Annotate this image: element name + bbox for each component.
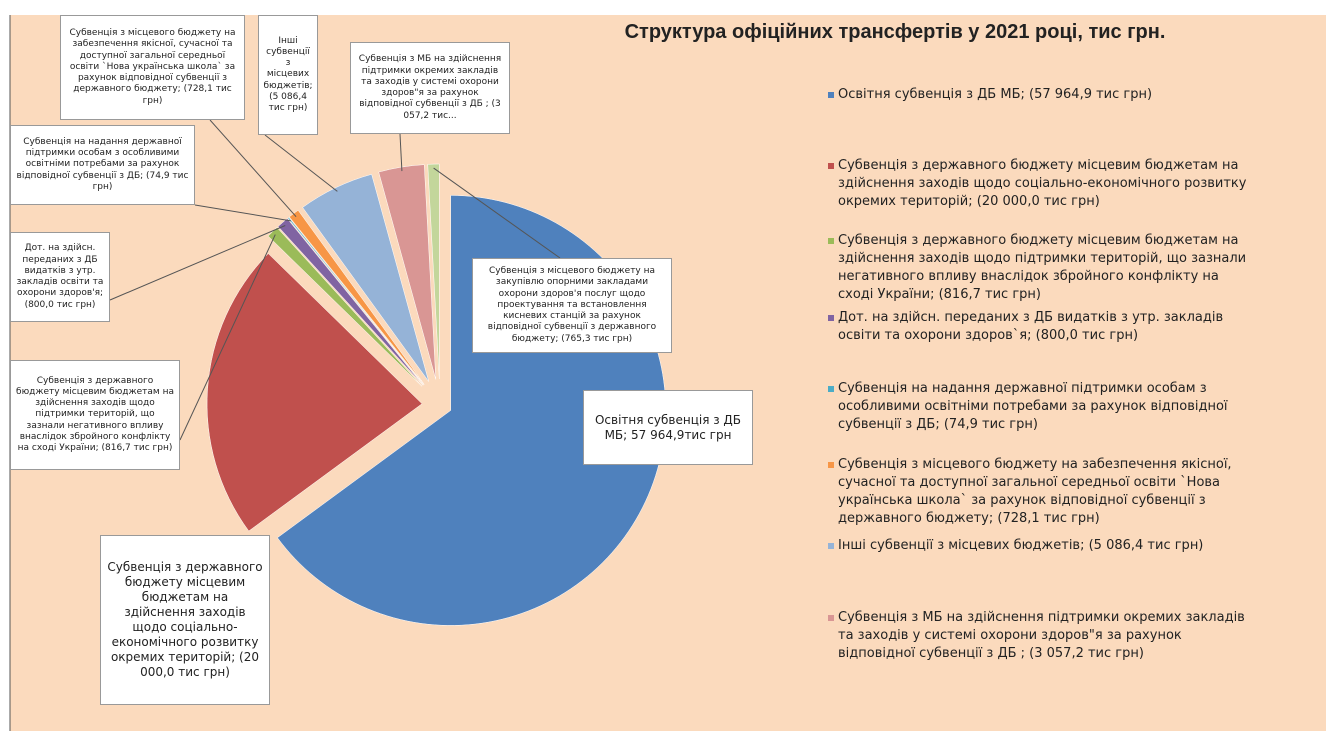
- pie-slice: [302, 173, 429, 382]
- legend-row: Субвенція з місцевого бюджету на забезпе…: [828, 456, 1248, 528]
- legend-entry: Освітня субвенція з ДБ МБ; (57 964,9 тис…: [828, 86, 1248, 104]
- legend-entry: Субвенція на надання державної підтримки…: [828, 380, 1248, 434]
- legend-row: Субвенція з МБ на здійснення підтримки о…: [828, 609, 1248, 663]
- labels: Освітня субвенція з ДБ МБ; 57 964,9тис г…: [10, 15, 753, 705]
- legend-swatch: [828, 315, 834, 321]
- legend-swatch: [828, 615, 834, 621]
- data-label-box: Дот. на здійсн. переданих з ДБ видатків …: [10, 232, 110, 322]
- pie-slice: [277, 218, 424, 386]
- pie-slice: [206, 253, 423, 532]
- legend-swatch: [828, 543, 834, 549]
- legend-swatch: [828, 462, 834, 468]
- leader-line: [399, 133, 403, 172]
- legend-swatch: [828, 163, 834, 169]
- legend-label: Субвенція з місцевого бюджету на забезпе…: [838, 457, 1232, 526]
- legend-row: Освітня субвенція з ДБ МБ; (57 964,9 тис…: [828, 86, 1248, 104]
- leader-line: [179, 234, 276, 441]
- leader-line: [433, 167, 561, 259]
- legend-entry: Субвенція з місцевого бюджету на забезпе…: [828, 456, 1248, 528]
- legend-label: Субвенція з державного бюджету місцевим …: [838, 158, 1247, 209]
- pie-slice: [287, 217, 424, 385]
- leader-line: [264, 134, 338, 192]
- pie-slice: [427, 163, 440, 380]
- legend-entry: Субвенція з МБ на здійснення підтримки о…: [828, 609, 1248, 663]
- data-label: Субвенція з місцевого бюджету на забезпе…: [60, 15, 245, 120]
- legend-entry: Дот. на здійсн. переданих з ДБ видатків …: [828, 309, 1248, 345]
- data-label-box: Субвенція з державного бюджету місцевим …: [10, 360, 180, 470]
- legend-swatch: [828, 92, 834, 98]
- legend-label: Дот. на здійсн. переданих з ДБ видатків …: [838, 310, 1224, 343]
- legend-swatch: [828, 386, 834, 392]
- data-label: Інші субвенції з місцевих бюджетів; (5 0…: [258, 15, 318, 135]
- data-label: Субвенція з державного бюджету місцевим …: [10, 360, 180, 470]
- pie-slice: [267, 227, 423, 387]
- leaders: [109, 119, 561, 441]
- data-label-box: Субвенція з місцевого бюджету на забезпе…: [60, 15, 245, 120]
- legend-row: Субвенція з державного бюджету місцевим …: [828, 232, 1248, 304]
- legend-row: Дот. на здійсн. переданих з ДБ видатків …: [828, 309, 1248, 345]
- legend-entry: Інші субвенції з місцевих бюджетів; (5 0…: [828, 537, 1248, 555]
- data-label-box: Інші субвенції з місцевих бюджетів; (5 0…: [258, 15, 318, 135]
- legend-label: Субвенція з МБ на здійснення підтримки о…: [838, 610, 1245, 661]
- legend: Освітня субвенція з ДБ МБ; (57 964,9 тис…: [828, 86, 1248, 663]
- legend-entry: Субвенція з державного бюджету місцевим …: [828, 157, 1248, 211]
- legend-label: Освітня субвенція з ДБ МБ; (57 964,9 тис…: [838, 87, 1153, 102]
- chart-title: Структура офіційних трансфертів у 2021 р…: [625, 21, 1166, 43]
- legend-label: Інші субвенції з місцевих бюджетів; (5 0…: [838, 538, 1204, 553]
- leader-line: [109, 225, 286, 301]
- legend-row: Субвенція з державного бюджету місцевим …: [828, 157, 1248, 211]
- data-label: Субвенція з місцевого бюджету на закупів…: [472, 258, 672, 353]
- legend-label: Субвенція на надання державної підтримки…: [838, 381, 1228, 432]
- data-label-box: Субвенція на надання державної підтримки…: [10, 125, 195, 205]
- data-label-box: Субвенція з МБ на здійснення підтримки о…: [350, 42, 510, 134]
- legend-swatch: [828, 238, 834, 244]
- legend-label: Субвенція з державного бюджету місцевим …: [838, 233, 1247, 302]
- legend-row: Субвенція на надання державної підтримки…: [828, 380, 1248, 434]
- data-label: Освітня субвенція з ДБ МБ; 57 964,9тис г…: [583, 390, 753, 465]
- data-label-box: Субвенція з місцевого бюджету на закупів…: [472, 258, 672, 353]
- data-label: Субвенція з МБ на здійснення підтримки о…: [350, 42, 510, 134]
- data-label: Субвенція з державного бюджету місцевим …: [100, 535, 270, 705]
- leader-line: [209, 119, 297, 218]
- legend-entry: Субвенція з державного бюджету місцевим …: [828, 232, 1248, 304]
- data-label: Дот. на здійсн. переданих з ДБ видатків …: [10, 232, 110, 322]
- data-label-box: Субвенція з державного бюджету місцевим …: [100, 535, 270, 705]
- data-label: Субвенція на надання державної підтримки…: [10, 125, 195, 205]
- data-label-box: Освітня субвенція з ДБ МБ; 57 964,9тис г…: [583, 390, 753, 465]
- legend-row: Інші субвенції з місцевих бюджетів; (5 0…: [828, 537, 1248, 555]
- leader-line: [194, 204, 291, 222]
